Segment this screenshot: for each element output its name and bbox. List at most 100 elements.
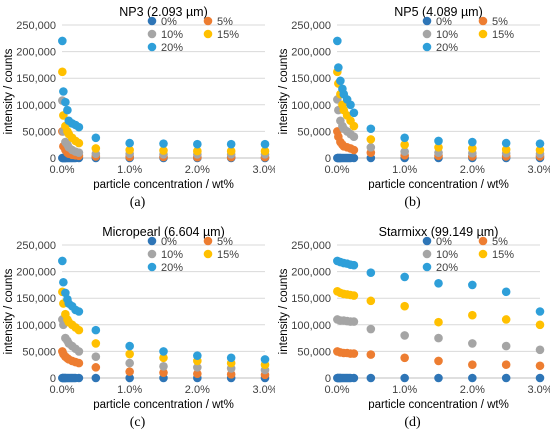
y-tick-label: 250,000 — [291, 20, 331, 32]
point-20pct — [260, 139, 270, 149]
x-tick-label: 0.0% — [324, 384, 349, 396]
point-15pct — [400, 301, 409, 311]
legend-marker — [422, 42, 432, 52]
point-10pct — [349, 132, 359, 142]
legend-marker — [147, 29, 157, 39]
legend-marker — [147, 249, 157, 259]
point-20pct — [366, 124, 376, 134]
legend-label: 5% — [217, 16, 233, 28]
legend-label: 5% — [492, 16, 508, 28]
y-tick-label: 200,000 — [291, 47, 331, 59]
point-5pct — [468, 360, 477, 369]
y-tick-label: 150,000 — [16, 293, 56, 305]
point-15pct — [366, 296, 376, 306]
y-tick-label: 100,000 — [16, 320, 56, 332]
panel-c: 0 50,000 100,000 150,000 200,000 250,000 0.0% 1… — [0, 220, 278, 439]
legend-label: 0% — [436, 16, 452, 28]
point-15pct — [366, 135, 376, 144]
point-15pct — [535, 145, 545, 155]
point-5pct — [193, 369, 202, 379]
legend-label: 10% — [436, 249, 458, 261]
panel-d: 0 50,000 100,000 150,000 200,000 250,000 0.0% 1… — [275, 220, 550, 439]
point-20pct — [125, 341, 134, 351]
legend-label: 20% — [161, 262, 183, 274]
legend-marker — [203, 16, 213, 26]
x-tick-label: 3.0% — [252, 164, 275, 176]
point-15pct — [400, 140, 409, 149]
point-15pct — [193, 146, 202, 156]
point-15pct — [260, 146, 270, 156]
subfigure-label-d: (d) — [404, 415, 421, 430]
point-5pct — [125, 367, 134, 376]
point-20pct — [333, 36, 342, 46]
point-5pct — [366, 350, 376, 359]
point-0pct — [349, 153, 359, 163]
point-20pct — [434, 279, 443, 288]
subfigure-label-c: (c) — [129, 415, 146, 430]
point-20pct — [336, 76, 345, 86]
point-20pct — [193, 351, 202, 360]
y-tick-label: 150,000 — [16, 73, 56, 85]
chart-title: NP5 (4.089 µm) — [394, 5, 482, 19]
y-tick-label: 0 — [325, 373, 331, 385]
x-tick-label: 3.0% — [527, 164, 550, 176]
point-20pct — [334, 63, 343, 72]
point-10pct — [74, 347, 84, 356]
x-axis-label: particle concentration / wt% — [93, 179, 234, 190]
subfigure-label-a: (a) — [129, 195, 146, 210]
x-axis-label: particle concentration / wt% — [93, 399, 234, 410]
point-20pct — [468, 280, 477, 290]
point-20pct — [400, 272, 409, 282]
point-15pct — [468, 144, 477, 153]
point-5pct — [91, 363, 101, 372]
point-20pct — [400, 133, 409, 143]
y-axis-label: intensity / counts — [278, 48, 290, 134]
point-5pct — [349, 145, 359, 155]
point-20pct — [74, 122, 84, 132]
legend-label: 5% — [492, 236, 508, 248]
legend-label: 0% — [436, 236, 452, 248]
point-15pct — [74, 138, 84, 148]
y-tick-label: 50,000 — [297, 346, 331, 358]
chart-title: Starmixx (99.149 µm) — [379, 225, 499, 239]
legend-marker — [422, 236, 432, 246]
point-15pct — [159, 353, 168, 363]
legend-marker — [422, 249, 432, 259]
point-10pct — [400, 331, 409, 340]
chart-a: 0 50,000 100,000 150,000 200,000 250,000 0.0% 1… — [3, 5, 278, 191]
point-0pct — [91, 373, 101, 383]
chart-d: 0 50,000 100,000 150,000 200,000 250,000 0.0% 1… — [278, 225, 550, 411]
point-15pct — [125, 145, 134, 155]
legend-label: 15% — [217, 29, 239, 41]
legend-marker — [422, 262, 432, 272]
chart-title: NP3 (2.093 µm) — [119, 5, 207, 19]
point-15pct — [501, 145, 511, 154]
y-axis-label: intensity / counts — [3, 48, 15, 134]
point-20pct — [159, 139, 168, 148]
point-0pct — [125, 373, 134, 383]
legend-marker — [203, 29, 213, 39]
point-0pct — [400, 373, 409, 383]
point-10pct — [125, 358, 134, 368]
x-axis-label: particle concentration / wt% — [368, 399, 509, 410]
point-20pct — [346, 100, 355, 110]
legend-label: 20% — [161, 42, 183, 54]
legend-marker — [147, 262, 157, 272]
point-15pct — [501, 315, 511, 324]
y-tick-label: 100,000 — [16, 100, 56, 112]
chart-b: 0 50,000 100,000 150,000 200,000 250,000 0.0% 1… — [278, 5, 550, 191]
point-20pct — [535, 307, 545, 316]
x-tick-label: 1.0% — [392, 164, 417, 176]
point-20pct — [159, 347, 168, 356]
point-5pct — [349, 349, 359, 358]
x-tick-label: 2.0% — [185, 384, 210, 396]
y-tick-label: 250,000 — [291, 240, 331, 252]
x-tick-label: 0.0% — [324, 164, 349, 176]
y-tick-label: 50,000 — [297, 126, 331, 138]
legend-marker — [478, 16, 488, 26]
point-20pct — [260, 355, 270, 364]
point-20pct — [61, 97, 70, 107]
point-5pct — [400, 353, 409, 363]
point-10pct — [535, 345, 545, 355]
legend-label: 10% — [161, 29, 183, 41]
